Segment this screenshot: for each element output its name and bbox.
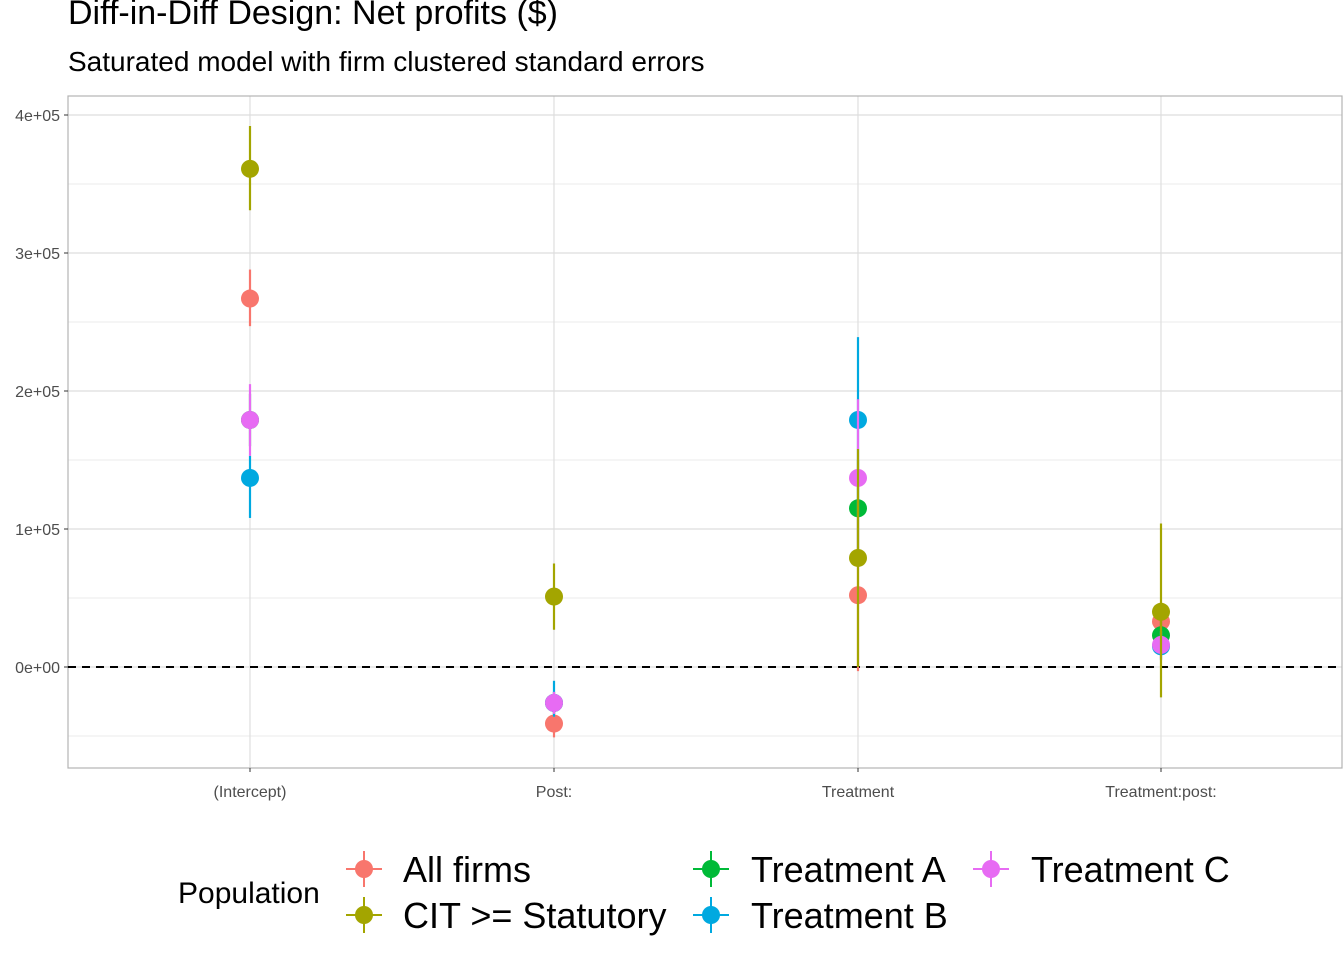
series-treatment-c <box>241 384 1170 714</box>
y-tick-label: 4e+05 <box>15 108 60 125</box>
y-tick-label: 0e+00 <box>15 660 60 677</box>
legend-key-point <box>702 860 720 878</box>
legend-label: All firms <box>403 849 531 890</box>
legend-key-point <box>355 860 373 878</box>
legend-label: Treatment B <box>751 895 948 936</box>
legend-label: Treatment A <box>751 849 946 890</box>
data-point <box>849 548 867 567</box>
legend-key-point <box>982 860 1000 878</box>
legend-title: Population <box>178 877 320 910</box>
data-point <box>241 159 259 178</box>
x-tick-label: Treatment:post: <box>1105 784 1216 801</box>
legend-label: Treatment C <box>1031 849 1230 890</box>
legend-key <box>346 897 382 933</box>
legend-key <box>346 851 382 887</box>
series-treatment-b <box>241 337 1170 717</box>
chart-title: Diff-in-Diff Design: Net profits ($) <box>68 0 558 32</box>
data-point <box>1152 602 1170 621</box>
x-tick-label: Treatment <box>822 784 895 801</box>
legend: Population All firms CIT >= Statutory Treat… <box>178 849 1230 936</box>
legend-key <box>973 851 1009 887</box>
data-point <box>241 468 259 487</box>
x-tick-label: Post: <box>536 784 572 801</box>
data-point <box>545 693 563 712</box>
x-tick-label: (Intercept) <box>214 784 287 801</box>
legend-key <box>693 897 729 933</box>
data-point <box>545 714 563 733</box>
legend-label: CIT >= Statutory <box>403 895 666 936</box>
series-cit-statutory <box>241 126 1170 698</box>
y-tick-label: 1e+05 <box>15 522 60 539</box>
data-point <box>241 410 259 429</box>
panel-border <box>67 95 1343 769</box>
y-tick-label: 3e+05 <box>15 246 60 263</box>
legend-key-point <box>702 906 720 924</box>
y-tick-label: 2e+05 <box>15 384 60 401</box>
legend-key-point <box>355 906 373 924</box>
legend-key <box>693 851 729 887</box>
series-treatment-a <box>241 393 1170 714</box>
data-point <box>545 587 563 606</box>
chart-subtitle: Saturated model with firm clustered stan… <box>68 46 705 77</box>
data-point <box>241 289 259 308</box>
